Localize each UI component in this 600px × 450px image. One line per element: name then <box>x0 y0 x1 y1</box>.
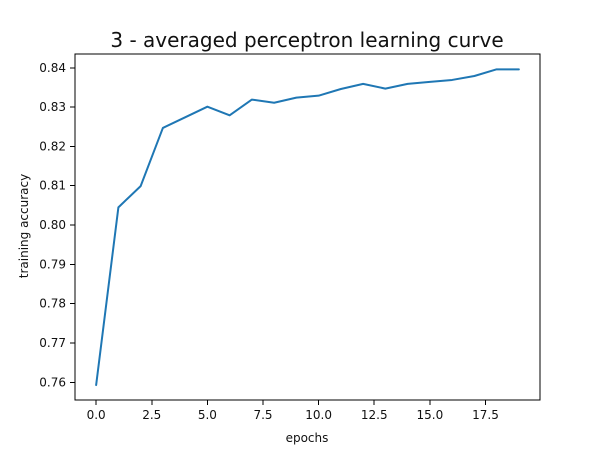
axis-ticks: 0.0 2.5 5.0 7.5 10.0 12.5 15.0 17.5 0.76 0.77 0.78… <box>39 61 499 422</box>
y-tick-label: 0.84 <box>39 61 66 75</box>
y-tick-label: 0.76 <box>39 375 66 389</box>
y-tick-label: 0.77 <box>39 336 66 350</box>
x-tick-label: 17.5 <box>472 408 499 422</box>
y-tick-label: 0.82 <box>39 139 66 153</box>
y-tick-label: 0.81 <box>39 179 66 193</box>
y-tick-label: 0.80 <box>39 218 66 232</box>
plot-frame <box>74 53 541 401</box>
y-tick-label: 0.79 <box>39 257 66 271</box>
x-tick-label: 2.5 <box>142 408 161 422</box>
series-line-0 <box>95 68 520 387</box>
x-tick-label: 15.0 <box>417 408 444 422</box>
chart-title: 3 - averaged perceptron learning curve <box>110 28 503 52</box>
x-tick-label: 7.5 <box>253 408 272 422</box>
y-tick-label: 0.83 <box>39 100 66 114</box>
x-axis-label: epochs <box>286 431 329 445</box>
x-tick-label: 10.0 <box>305 408 332 422</box>
x-tick-label: 5.0 <box>198 408 217 422</box>
y-tick-label: 0.78 <box>39 297 66 311</box>
y-axis-label: training accuracy <box>17 174 31 278</box>
series-layer <box>95 68 520 387</box>
x-tick-label: 0.0 <box>87 408 106 422</box>
x-tick-label: 12.5 <box>361 408 388 422</box>
